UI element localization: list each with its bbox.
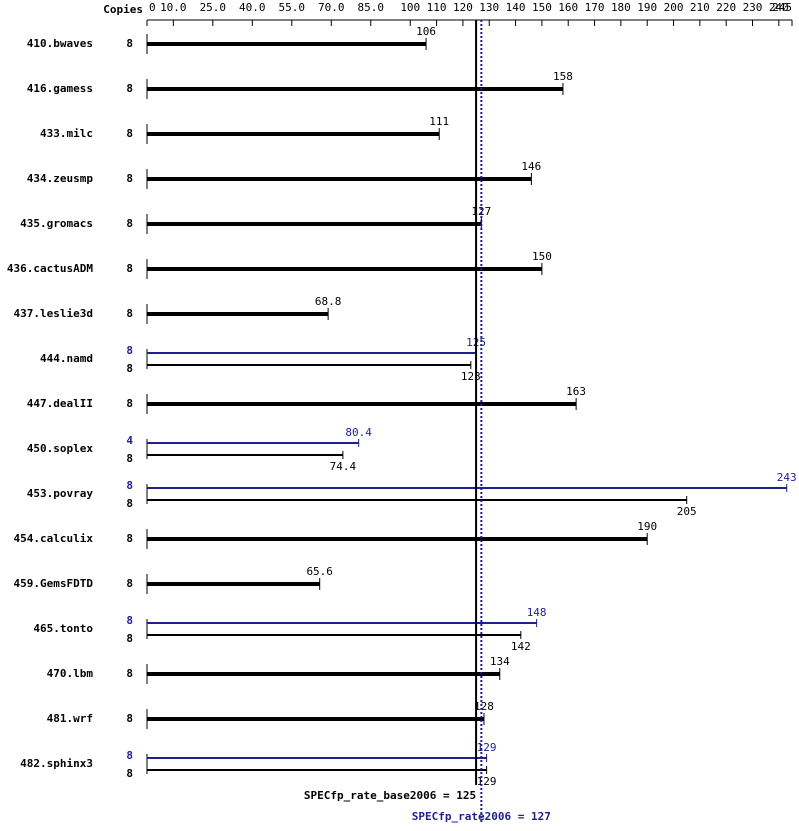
x-tick-label: 190	[637, 1, 657, 14]
value-label: 150	[532, 250, 552, 263]
x-tick-label: 140	[506, 1, 526, 14]
copies: 8	[126, 307, 133, 320]
x-tick-label: 150	[532, 1, 552, 14]
peak-copies: 8	[126, 614, 133, 627]
x-tick-label: 40.0	[239, 1, 266, 14]
x-tick-label: 210	[690, 1, 710, 14]
copies: 8	[126, 452, 133, 465]
x-tick-label: 160	[558, 1, 578, 14]
value-label: 129	[477, 775, 497, 788]
benchmark-label: 410.bwaves	[27, 37, 93, 50]
benchmark-label: 416.gamess	[27, 82, 93, 95]
copies: 8	[126, 362, 133, 375]
peak-copies: 4	[126, 434, 133, 447]
copies: 8	[126, 667, 133, 680]
x-tick-label: 70.0	[318, 1, 345, 14]
peak-value-label: 80.4	[345, 426, 372, 439]
x-tick-label: 120	[453, 1, 473, 14]
value-label: 111	[429, 115, 449, 128]
value-label: 163	[566, 385, 586, 398]
value-label: 158	[553, 70, 573, 83]
benchmark-label: 481.wrf	[47, 712, 93, 725]
peak-value-label: 148	[527, 606, 547, 619]
x-tick-label: 100	[400, 1, 420, 14]
benchmark-label: 433.milc	[40, 127, 93, 140]
x-tick-label: 130	[479, 1, 499, 14]
benchmark-label: 437.leslie3d	[14, 307, 93, 320]
copies: 8	[126, 217, 133, 230]
benchmark-label: 453.povray	[27, 487, 94, 500]
x-tick-label: 220	[716, 1, 736, 14]
peak-copies: 8	[126, 749, 133, 762]
x-tick-label: 245	[772, 1, 792, 14]
peak-copies: 8	[126, 479, 133, 492]
x-tick-label: 180	[611, 1, 631, 14]
base-reference-label: SPECfp_rate_base2006 = 125	[304, 789, 476, 802]
benchmark-label: 436.cactusADM	[7, 262, 93, 275]
peak-value-label: 243	[777, 471, 797, 484]
peak-reference-label: SPECfp_rate2006 = 127	[412, 810, 551, 823]
value-label: 134	[490, 655, 510, 668]
value-label: 65.6	[306, 565, 333, 578]
x-tick-label: 0	[149, 1, 156, 14]
copies: 8	[126, 497, 133, 510]
value-label: 128	[474, 700, 494, 713]
value-label: 142	[511, 640, 531, 653]
value-label: 123	[461, 370, 481, 383]
benchmark-label: 459.GemsFDTD	[14, 577, 94, 590]
peak-value-label: 129	[477, 741, 497, 754]
x-tick-label: 55.0	[279, 1, 306, 14]
benchmark-label: 447.dealII	[27, 397, 93, 410]
x-tick-label: 170	[585, 1, 605, 14]
copies: 8	[126, 82, 133, 95]
copies: 8	[126, 127, 133, 140]
benchmark-label: 465.tonto	[33, 622, 93, 635]
benchmark-label: 434.zeusmp	[27, 172, 94, 185]
benchmark-label: 454.calculix	[14, 532, 94, 545]
copies: 8	[126, 577, 133, 590]
copies-header: Copies	[103, 3, 143, 16]
benchmark-label: 450.soplex	[27, 442, 94, 455]
value-label: 205	[677, 505, 697, 518]
value-label: 74.4	[330, 460, 357, 473]
value-label: 146	[521, 160, 541, 173]
value-label: 190	[637, 520, 657, 533]
benchmark-label: 470.lbm	[47, 667, 94, 680]
x-tick-label: 240	[769, 1, 789, 14]
x-tick-label: 110	[427, 1, 447, 14]
copies: 8	[126, 532, 133, 545]
peak-copies: 8	[126, 344, 133, 357]
x-tick-label: 200	[664, 1, 684, 14]
x-tick-label: 230	[743, 1, 763, 14]
value-label: 68.8	[315, 295, 342, 308]
x-tick-label: 10.0	[160, 1, 187, 14]
x-tick-label: 25.0	[200, 1, 227, 14]
benchmark-label: 444.namd	[40, 352, 93, 365]
value-label: 106	[416, 25, 436, 38]
copies: 8	[126, 172, 133, 185]
copies: 8	[126, 37, 133, 50]
benchmark-label: 435.gromacs	[20, 217, 93, 230]
copies: 8	[126, 632, 133, 645]
x-tick-label: 85.0	[358, 1, 385, 14]
copies: 8	[126, 262, 133, 275]
copies: 8	[126, 712, 133, 725]
benchmark-label: 482.sphinx3	[20, 757, 93, 770]
copies: 8	[126, 767, 133, 780]
copies: 8	[126, 397, 133, 410]
